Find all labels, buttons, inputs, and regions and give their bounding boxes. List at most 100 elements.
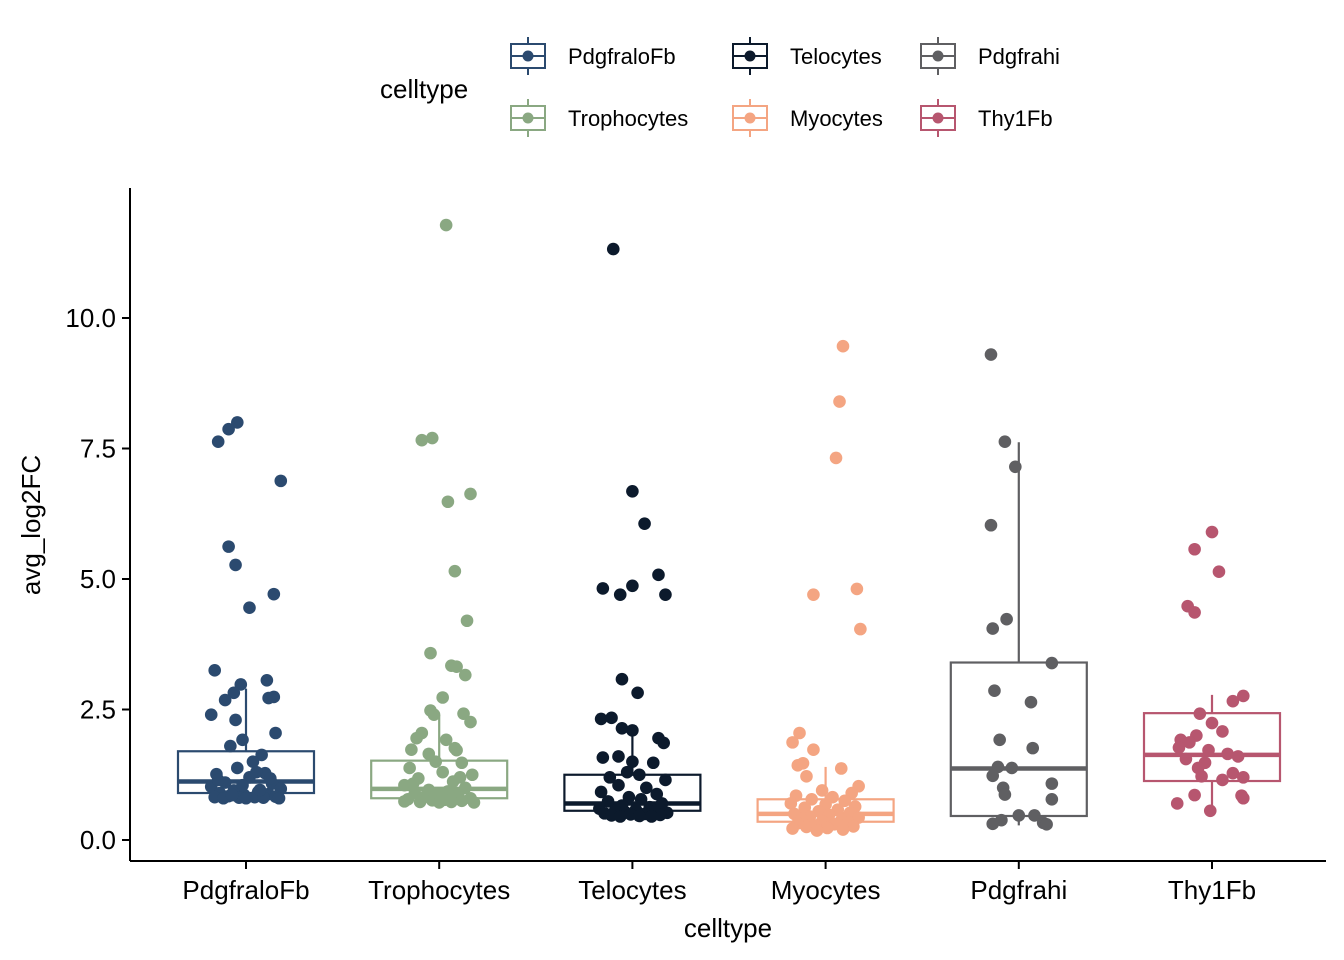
data-point: [638, 517, 651, 530]
data-point: [415, 433, 429, 447]
data-point: [998, 435, 1012, 449]
data-point: [657, 736, 670, 750]
data-point: [229, 713, 242, 727]
data-point: [800, 770, 813, 783]
data-point: [984, 518, 998, 532]
data-point: [1009, 460, 1022, 474]
legend-item-myocytes: Myocytes: [732, 99, 883, 137]
data-point: [453, 771, 467, 784]
x-tick-label: Trophocytes: [368, 875, 510, 905]
x-tick-label: PdgfraloFb: [182, 875, 309, 905]
data-point: [613, 810, 627, 823]
data-point: [626, 579, 639, 593]
data-point: [243, 601, 256, 615]
data-point: [993, 733, 1006, 747]
data-point: [1236, 689, 1250, 703]
data-point: [425, 431, 439, 445]
data-point: [612, 750, 625, 763]
data-point: [1188, 606, 1201, 619]
data-point: [222, 540, 235, 553]
data-point: [253, 783, 267, 797]
data-point: [836, 339, 850, 353]
x-tick-label: Telocytes: [578, 875, 686, 905]
data-point: [1205, 716, 1219, 730]
data-point: [622, 790, 636, 804]
data-point: [439, 218, 453, 232]
data-point: [821, 821, 834, 835]
data-point: [436, 765, 449, 779]
data-point: [222, 422, 235, 436]
data-point: [603, 771, 617, 784]
data-point: [448, 564, 462, 578]
y-tick-label: 7.5: [80, 434, 116, 464]
data-point: [445, 795, 458, 809]
y-tick-label: 2.5: [80, 695, 116, 725]
data-point: [626, 485, 639, 498]
data-point: [1231, 750, 1245, 763]
data-point: [631, 686, 644, 700]
data-point: [274, 474, 288, 488]
legend-item-telocytes: Telocytes: [732, 37, 882, 75]
data-point: [429, 755, 443, 768]
data-point: [646, 756, 660, 770]
data-point: [1195, 770, 1208, 783]
data-point: [467, 796, 481, 809]
data-point: [211, 435, 225, 449]
data-point: [786, 736, 799, 749]
data-point: [424, 646, 437, 660]
data-point: [986, 817, 1000, 831]
data-point: [601, 795, 615, 808]
data-point: [1188, 788, 1201, 802]
data-point: [1203, 804, 1217, 818]
data-point: [1179, 752, 1193, 766]
data-point: [605, 711, 618, 725]
box-iqr: [949, 661, 1088, 818]
data-point: [264, 772, 277, 785]
x-tick-label: Thy1Fb: [1168, 875, 1256, 905]
legend-key-point: [522, 50, 534, 62]
data-point: [626, 724, 639, 737]
data-point: [615, 672, 629, 686]
data-point: [986, 622, 1000, 635]
data-point: [410, 731, 423, 745]
data-point: [800, 820, 813, 834]
legend-label: Trophocytes: [568, 106, 688, 131]
data-point: [998, 788, 1012, 801]
data-point: [1236, 791, 1250, 805]
data-point: [659, 588, 672, 601]
data-point: [596, 582, 610, 595]
data-point: [634, 792, 648, 806]
data-point: [807, 743, 820, 756]
data-point: [1045, 792, 1059, 806]
data-point: [1028, 809, 1041, 822]
data-point: [460, 614, 474, 628]
data-point: [594, 712, 608, 726]
data-point: [234, 678, 248, 691]
data-point: [405, 743, 418, 756]
data-point: [612, 778, 625, 792]
data-point: [1045, 656, 1059, 670]
legend-label: Myocytes: [790, 106, 883, 131]
data-point: [1202, 743, 1215, 757]
data-point: [805, 792, 818, 806]
data-point: [269, 726, 282, 740]
data-point: [455, 756, 469, 770]
data-point: [218, 693, 232, 707]
data-point: [984, 348, 998, 361]
legend-key-point: [932, 112, 944, 124]
y-tick-label: 10.0: [65, 303, 116, 333]
data-point: [1193, 707, 1207, 720]
data-point: [225, 788, 239, 802]
y-ticks: 0.0 2.5 5.0 7.5 10.0: [65, 303, 130, 855]
data-point: [465, 768, 479, 782]
data-point: [455, 794, 469, 808]
data-point: [838, 794, 852, 808]
data-point: [1226, 766, 1240, 780]
data-point: [810, 824, 824, 837]
data-point: [208, 664, 222, 677]
data-point: [246, 755, 260, 768]
data-point: [231, 761, 244, 775]
boxes: [176, 442, 1282, 830]
data-point: [793, 726, 806, 740]
